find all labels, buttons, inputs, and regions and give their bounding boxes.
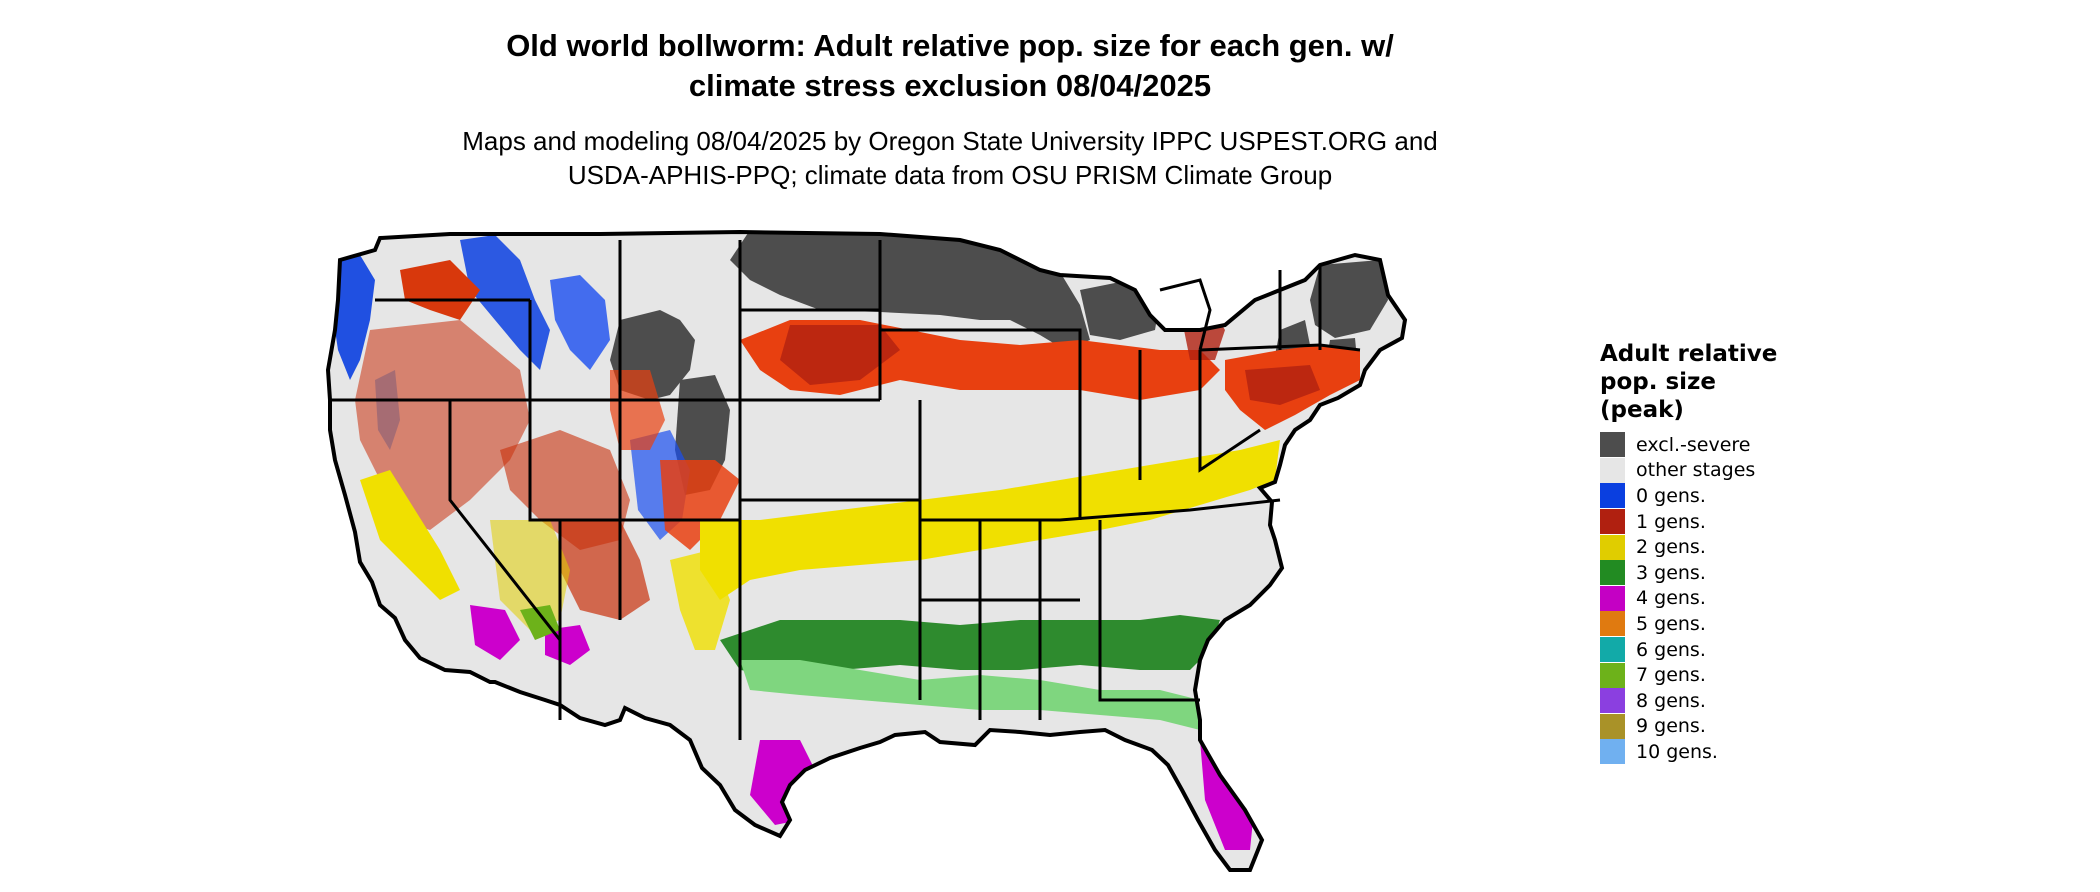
legend-item: excl.-severe bbox=[1600, 432, 1820, 458]
one-gens-colorado bbox=[660, 460, 740, 550]
one-gens-nebraska-dark bbox=[780, 325, 900, 385]
border-mn-ia bbox=[880, 328, 1082, 400]
border-ut-az bbox=[528, 400, 740, 522]
legend-label: 8 gens. bbox=[1636, 689, 1706, 712]
legend-title-line: pop. size bbox=[1600, 369, 1717, 395]
legend-label: 5 gens. bbox=[1636, 612, 1706, 635]
legend-item: 5 gens. bbox=[1600, 611, 1820, 637]
map-subtitle-line-1: Maps and modeling 08/04/2025 by Oregon S… bbox=[462, 126, 1438, 156]
map-legend: Adult relative pop. size (peak) excl.-seve… bbox=[1600, 340, 1820, 765]
legend-item: 1 gens. bbox=[1600, 509, 1820, 535]
zero-gens-cascades bbox=[332, 255, 375, 380]
map-title-line-1: Old world bollworm: Adult relative pop. … bbox=[506, 28, 1394, 63]
two-gens-california-valley bbox=[360, 470, 460, 600]
legend-swatch bbox=[1600, 560, 1625, 586]
legend-swatch bbox=[1600, 739, 1625, 765]
legend-item: 0 gens. bbox=[1600, 483, 1820, 509]
legend-swatch bbox=[1600, 611, 1625, 637]
legend-swatch bbox=[1600, 432, 1625, 458]
one-gens-pennsylvania-dark bbox=[1245, 365, 1320, 405]
border-ga-fl bbox=[1098, 520, 1200, 702]
border-oh-pa-wv bbox=[1198, 350, 1261, 473]
border-ca-nv bbox=[448, 400, 562, 641]
seven-gens-desert bbox=[520, 605, 560, 640]
legend-item: 4 gens. bbox=[1600, 585, 1820, 612]
one-gens-new-mexico bbox=[560, 520, 650, 620]
legend-label: 0 gens. bbox=[1636, 484, 1706, 507]
legend-swatch bbox=[1600, 534, 1625, 560]
legend-swatch bbox=[1600, 662, 1625, 688]
legend-swatch bbox=[1600, 688, 1625, 714]
two-gens-arizona bbox=[490, 520, 570, 630]
zero-gens-montana bbox=[550, 275, 610, 370]
legend-title-line: Adult relative bbox=[1600, 341, 1778, 367]
legend-label: excl.-severe bbox=[1636, 433, 1751, 456]
legend-swatch bbox=[1600, 509, 1625, 535]
legend-swatch bbox=[1600, 457, 1625, 483]
map-raster bbox=[328, 232, 1405, 870]
legend-label: 1 gens. bbox=[1636, 510, 1706, 533]
legend-label: 10 gens. bbox=[1636, 740, 1718, 763]
legend-label: 6 gens. bbox=[1636, 638, 1706, 661]
legend-swatch bbox=[1600, 637, 1625, 663]
zero-gens-idaho bbox=[460, 235, 550, 370]
us-map bbox=[326, 230, 1407, 872]
legend-title: Adult relative pop. size (peak) bbox=[1600, 340, 1820, 424]
legend-label: 3 gens. bbox=[1636, 561, 1706, 584]
legend-item: 3 gens. bbox=[1600, 560, 1820, 586]
two-gens-texas-panhandle bbox=[670, 550, 730, 650]
one-gens-wyoming-basin bbox=[610, 370, 665, 450]
legend-label: other stages bbox=[1636, 459, 1756, 482]
map-subtitle-line-2: USDA-APHIS-PPQ; climate data from OSU PR… bbox=[567, 160, 1333, 190]
legend-swatch bbox=[1600, 483, 1625, 509]
legend-item: 10 gens. bbox=[1600, 739, 1820, 765]
three-gens-southern-belt bbox=[720, 615, 1220, 675]
excluded-maine bbox=[1310, 260, 1388, 338]
legend-item: 9 gens. bbox=[1600, 713, 1820, 740]
one-gens-great-basin bbox=[355, 320, 530, 530]
legend-title-line: (peak) bbox=[1600, 397, 1684, 423]
legend-label: 4 gens. bbox=[1636, 587, 1706, 610]
state-borders bbox=[330, 240, 1361, 740]
one-gens-washington bbox=[400, 260, 480, 320]
excluded-north-central bbox=[730, 232, 1090, 350]
legend-item: 7 gens. bbox=[1600, 662, 1820, 688]
map-title-line-2: climate stress exclusion 08/04/2025 bbox=[688, 68, 1212, 103]
legend-item: 6 gens. bbox=[1600, 637, 1820, 663]
legend-item: other stages bbox=[1600, 457, 1820, 484]
legend-item: 2 gens. bbox=[1600, 534, 1820, 560]
four-gens-imperial-valley bbox=[470, 605, 520, 660]
legend-swatch bbox=[1600, 713, 1625, 739]
legend-label: 2 gens. bbox=[1636, 536, 1706, 559]
legend-swatch bbox=[1600, 585, 1625, 611]
legend-items: excl.-severe other stages 0 gens. 1 gens. 2 … bbox=[1600, 432, 1820, 765]
legend-label: 7 gens. bbox=[1636, 664, 1706, 687]
legend-item: 8 gens. bbox=[1600, 688, 1820, 714]
border-tn-nc bbox=[920, 498, 1281, 522]
three-gens-gulf-coast-light bbox=[740, 660, 1200, 730]
legend-label: 9 gens. bbox=[1636, 715, 1706, 738]
